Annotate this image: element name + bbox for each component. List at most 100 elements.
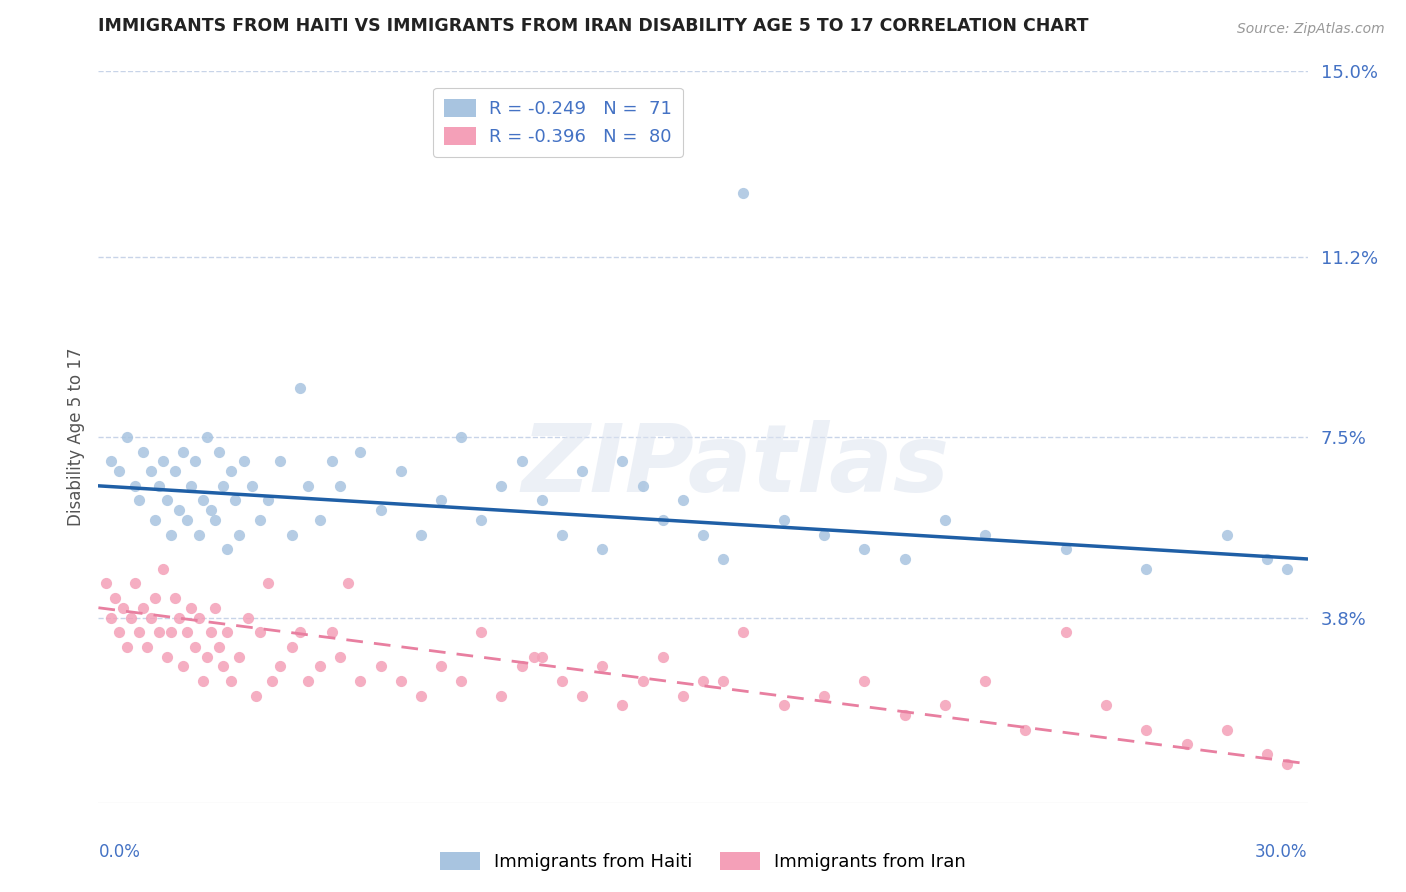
Point: [853, 673, 876, 688]
Point: [184, 454, 207, 468]
Y-axis label: Disability Age 5 to 17: Disability Age 5 to 17: [66, 348, 84, 526]
Point: [188, 527, 211, 541]
Point: [193, 493, 215, 508]
Point: [1054, 542, 1077, 557]
Point: [571, 689, 593, 703]
Point: [591, 542, 613, 557]
Point: [1256, 747, 1278, 761]
Point: [370, 659, 392, 673]
Point: [217, 542, 239, 557]
Point: [132, 600, 155, 615]
Point: [228, 649, 250, 664]
Point: [148, 479, 170, 493]
Point: [1135, 723, 1157, 737]
Legend: Immigrants from Haiti, Immigrants from Iran: Immigrants from Haiti, Immigrants from I…: [433, 846, 973, 879]
Text: IMMIGRANTS FROM HAITI VS IMMIGRANTS FROM IRAN DISABILITY AGE 5 TO 17 CORRELATION: IMMIGRANTS FROM HAITI VS IMMIGRANTS FROM…: [98, 17, 1088, 35]
Point: [711, 552, 734, 566]
Point: [934, 513, 956, 527]
Point: [491, 689, 513, 703]
Point: [409, 689, 432, 703]
Point: [172, 444, 194, 458]
Point: [1256, 552, 1278, 566]
Point: [772, 513, 794, 527]
Point: [195, 649, 218, 664]
Point: [470, 513, 492, 527]
Point: [510, 659, 533, 673]
Point: [176, 625, 198, 640]
Point: [167, 610, 190, 624]
Point: [733, 625, 755, 640]
Point: [1216, 723, 1239, 737]
Point: [188, 610, 211, 624]
Point: [195, 430, 218, 444]
Point: [510, 454, 533, 468]
Point: [571, 464, 593, 478]
Point: [772, 698, 794, 713]
Point: [813, 689, 835, 703]
Point: [349, 673, 371, 688]
Point: [288, 625, 311, 640]
Point: [711, 673, 734, 688]
Point: [692, 673, 714, 688]
Point: [1135, 562, 1157, 576]
Point: [329, 479, 352, 493]
Point: [288, 381, 311, 395]
Point: [180, 479, 202, 493]
Point: [156, 649, 179, 664]
Point: [337, 576, 360, 591]
Point: [221, 464, 243, 478]
Point: [551, 673, 574, 688]
Point: [269, 659, 291, 673]
Point: [1175, 737, 1198, 751]
Point: [631, 673, 654, 688]
Point: [1277, 756, 1299, 771]
Point: [176, 513, 198, 527]
Text: Source: ZipAtlas.com: Source: ZipAtlas.com: [1237, 22, 1385, 37]
Point: [180, 600, 202, 615]
Point: [1014, 723, 1036, 737]
Point: [148, 625, 170, 640]
Point: [249, 625, 271, 640]
Point: [152, 562, 174, 576]
Point: [672, 493, 695, 508]
Point: [163, 591, 186, 605]
Point: [172, 659, 194, 673]
Point: [934, 698, 956, 713]
Point: [217, 625, 239, 640]
Point: [733, 186, 755, 201]
Point: [260, 673, 283, 688]
Point: [124, 479, 146, 493]
Point: [115, 640, 138, 654]
Point: [389, 673, 412, 688]
Point: [530, 493, 553, 508]
Point: [128, 493, 150, 508]
Point: [128, 625, 150, 640]
Point: [309, 659, 332, 673]
Point: [143, 591, 166, 605]
Point: [245, 689, 267, 703]
Point: [193, 673, 215, 688]
Point: [281, 640, 304, 654]
Point: [224, 493, 246, 508]
Point: [156, 493, 179, 508]
Text: 0.0%: 0.0%: [98, 843, 141, 861]
Point: [523, 649, 546, 664]
Point: [1216, 527, 1239, 541]
Point: [1095, 698, 1118, 713]
Point: [631, 479, 654, 493]
Point: [1054, 625, 1077, 640]
Point: [974, 527, 997, 541]
Point: [228, 527, 250, 541]
Point: [143, 513, 166, 527]
Point: [591, 659, 613, 673]
Point: [450, 430, 472, 444]
Point: [269, 454, 291, 468]
Point: [297, 673, 319, 688]
Point: [249, 513, 271, 527]
Point: [297, 479, 319, 493]
Point: [672, 689, 695, 703]
Point: [281, 527, 304, 541]
Point: [470, 625, 492, 640]
Point: [100, 454, 122, 468]
Point: [184, 640, 207, 654]
